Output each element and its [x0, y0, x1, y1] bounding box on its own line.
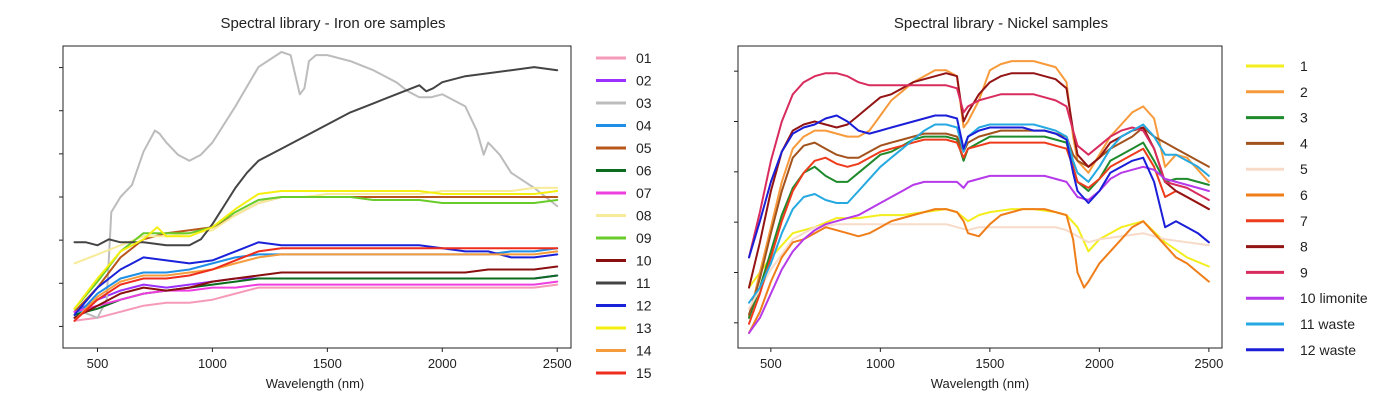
nickel-series-lines: [748, 60, 1210, 334]
legend-label: 9: [1300, 264, 1308, 280]
iron-ore-series-10-line: [73, 265, 559, 319]
x-tick-label: 1500: [313, 356, 342, 371]
x-tick-label: 2000: [428, 356, 457, 371]
legend-label: 12 waste: [1300, 342, 1356, 358]
iron-ore-y-axis: [59, 67, 63, 327]
legend-label: 08: [636, 208, 652, 224]
nickel-series-12-waste-line: [748, 114, 1210, 259]
nickel-series-9-line: [748, 72, 1210, 259]
x-tick-label: 2500: [543, 356, 572, 371]
legend-label: 10: [636, 253, 652, 269]
legend-label: 8: [1300, 239, 1308, 255]
legend-label: 02: [636, 73, 652, 89]
iron-ore-series-15-line: [73, 247, 559, 322]
iron-ore-series-lines: [73, 51, 559, 322]
iron-ore-chart: Spectral library - Iron ore samples 500 1…: [59, 15, 652, 391]
iron-ore-legend: 01 02 03 04 05 06 07 08 09 10 11 12 13 14 15: [596, 50, 652, 381]
iron-ore-series-07-line: [73, 280, 559, 313]
legend-label: 4: [1300, 135, 1308, 151]
nickel-series-10-limonite-line: [748, 165, 1210, 334]
legend-label: 09: [636, 230, 652, 246]
legend-label: 13: [636, 320, 652, 336]
legend-label: 2: [1300, 84, 1308, 100]
legend-label: 01: [636, 50, 652, 66]
iron-ore-series-08-line: [73, 186, 559, 265]
legend-label: 11 waste: [1300, 316, 1355, 332]
iron-ore-series-14-line: [73, 250, 559, 322]
iron-ore-series-12-line: [73, 241, 559, 316]
legend-label: 06: [636, 163, 652, 179]
iron-ore-x-axis: 500 1000 1500 2000 2500: [87, 348, 572, 371]
iron-ore-series-01-line: [73, 283, 559, 322]
x-tick-label: 2000: [1085, 356, 1114, 371]
x-tick-label: 500: [760, 356, 782, 371]
legend-label: 1: [1300, 58, 1308, 74]
iron-ore-series-03-line: [73, 51, 559, 319]
x-tick-label: 1000: [866, 356, 895, 371]
legend-label: 05: [636, 140, 652, 156]
x-tick-label: 2500: [1194, 356, 1223, 371]
legend-label: 11: [636, 275, 651, 291]
nickel-plot-area: [737, 45, 1223, 349]
legend-label: 07: [636, 185, 652, 201]
nickel-x-axis-label: Wavelength (nm): [931, 376, 1030, 391]
legend-label: 03: [636, 95, 652, 111]
iron-ore-series-13-line: [73, 190, 559, 310]
nickel-chart-title: Spectral library - Nickel samples: [894, 15, 1108, 32]
x-tick-label: 1000: [198, 356, 227, 371]
legend-label: 15: [636, 365, 652, 381]
nickel-series-4-line: [748, 126, 1210, 316]
iron-ore-series-09-line: [73, 196, 559, 310]
nickel-x-axis: 500 1000 1500 2000 2500: [760, 348, 1223, 371]
iron-ore-chart-title: Spectral library - Iron ore samples: [220, 15, 445, 32]
nickel-series-7-line: [748, 138, 1210, 325]
x-tick-label: 1500: [975, 356, 1004, 371]
legend-label: 10 limonite: [1300, 290, 1368, 306]
nickel-series-1-line: [748, 208, 1210, 289]
x-tick-label: 500: [87, 356, 109, 371]
nickel-series-3-line: [748, 135, 1210, 319]
legend-label: 7: [1300, 213, 1308, 229]
nickel-chart: Spectral library - Nickel samples 500 100…: [734, 15, 1368, 391]
nickel-series-5-line: [748, 223, 1210, 310]
legend-label: 5: [1300, 161, 1308, 177]
legend-label: 04: [636, 118, 652, 134]
legend-label: 14: [636, 343, 652, 359]
nickel-y-axis: [734, 70, 738, 324]
nickel-series-11-waste-line: [748, 123, 1210, 304]
iron-ore-x-axis-label: Wavelength (nm): [266, 376, 365, 391]
nickel-legend: 1 2 3 4 5 6 7 8 9 10 limonite 11 waste 12 waste: [1246, 58, 1368, 358]
legend-label: 12: [636, 298, 652, 314]
legend-label: 3: [1300, 110, 1308, 126]
nickel-series-6-line: [748, 208, 1210, 334]
legend-label: 6: [1300, 187, 1308, 203]
